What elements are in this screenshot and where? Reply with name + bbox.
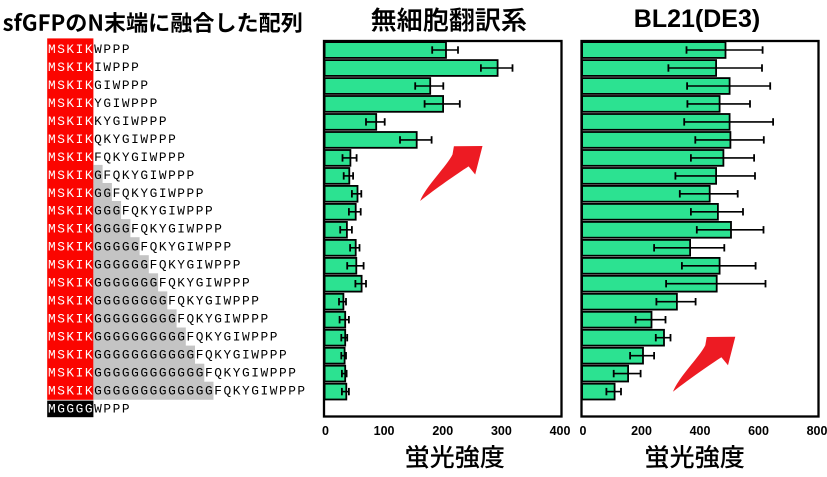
svg-text:GGGFQKYGIWPPP: GGGFQKYGIWPPP (94, 204, 213, 219)
svg-text:GGGGGGGGGGGFQKYGIWPPP: GGGGGGGGGGGFQKYGIWPPP (94, 348, 286, 363)
svg-text:MSKIK: MSKIK (48, 168, 93, 183)
svg-text:YGIWPPP: YGIWPPP (94, 96, 157, 111)
svg-text:MSKIK: MSKIK (48, 330, 93, 345)
svg-text:GGGGGGGGGFQKYGIWPPP: GGGGGGGGGFQKYGIWPPP (94, 312, 268, 327)
svg-text:MSKIK: MSKIK (48, 42, 93, 57)
svg-text:GIWPPP: GIWPPP (94, 78, 148, 93)
svg-text:MSKIK: MSKIK (48, 383, 93, 398)
svg-text:GFQKYGIWPPP: GFQKYGIWPPP (94, 168, 194, 183)
svg-text:GGGGGGGGGGGGGFQKYGIWPPP: GGGGGGGGGGGGGFQKYGIWPPP (94, 383, 305, 398)
svg-text:MSKIK: MSKIK (48, 114, 93, 129)
svg-text:MSKIK: MSKIK (48, 312, 93, 327)
svg-text:MSKIK: MSKIK (48, 258, 93, 273)
svg-text:GGGGGGGGGGFQKYGIWPPP: GGGGGGGGGGFQKYGIWPPP (94, 330, 277, 345)
svg-text:WPPP: WPPP (94, 401, 129, 416)
svg-text:GGGGGGFQKYGIWPPP: GGGGGGFQKYGIWPPP (94, 258, 240, 273)
svg-text:GGGGGGGGFQKYGIWPPP: GGGGGGGGFQKYGIWPPP (94, 294, 259, 309)
svg-text:MSKIK: MSKIK (48, 294, 93, 309)
svg-text:MSKIK: MSKIK (48, 240, 93, 255)
svg-text:QKYGIWPPP: QKYGIWPPP (94, 132, 176, 147)
svg-text:MSKIK: MSKIK (48, 276, 93, 291)
svg-text:MSKIK: MSKIK (48, 366, 93, 381)
svg-text:MGGGG: MGGGG (48, 401, 93, 416)
svg-text:WPPP: WPPP (94, 42, 129, 57)
svg-text:MSKIK: MSKIK (48, 186, 93, 201)
svg-text:MSKIK: MSKIK (48, 150, 93, 165)
svg-text:GGFQKYGIWPPP: GGFQKYGIWPPP (94, 186, 203, 201)
svg-text:MSKIK: MSKIK (48, 204, 93, 219)
svg-text:MSKIK: MSKIK (48, 222, 93, 237)
svg-text:MSKIK: MSKIK (48, 60, 93, 75)
svg-text:MSKIK: MSKIK (48, 132, 93, 147)
svg-text:MSKIK: MSKIK (48, 96, 93, 111)
svg-text:IWPPP: IWPPP (94, 60, 139, 75)
svg-text:MSKIK: MSKIK (48, 78, 93, 93)
svg-text:MSKIK: MSKIK (48, 348, 93, 363)
svg-text:GGGGGFQKYGIWPPP: GGGGGFQKYGIWPPP (94, 240, 231, 255)
svg-text:KYGIWPPP: KYGIWPPP (94, 114, 166, 129)
svg-text:FQKYGIWPPP: FQKYGIWPPP (94, 150, 185, 165)
svg-text:GGGGGGGFQKYGIWPPP: GGGGGGGFQKYGIWPPP (94, 276, 250, 291)
svg-text:GGGGFQKYGIWPPP: GGGGFQKYGIWPPP (94, 222, 222, 237)
svg-text:GGGGGGGGGGGGFQKYGIWPPP: GGGGGGGGGGGGFQKYGIWPPP (94, 366, 296, 381)
